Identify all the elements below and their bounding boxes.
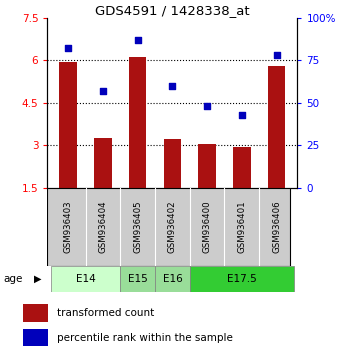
Bar [190, 266, 294, 292]
Point [170, 83, 175, 88]
Text: GSM936403: GSM936403 [64, 200, 73, 253]
Text: E14: E14 [76, 274, 95, 284]
Point [66, 45, 71, 51]
Text: GSM936400: GSM936400 [202, 200, 212, 253]
Text: transformed count: transformed count [57, 308, 154, 318]
Point [100, 88, 105, 93]
Bar [51, 266, 120, 292]
Text: ▶: ▶ [34, 274, 41, 284]
Bar [268, 66, 285, 188]
Text: percentile rank within the sample: percentile rank within the sample [57, 333, 233, 343]
Bar [59, 62, 77, 188]
Bar [198, 144, 216, 188]
Text: GSM936405: GSM936405 [133, 200, 142, 253]
Text: GSM936404: GSM936404 [98, 200, 107, 253]
Bar [94, 138, 112, 188]
Point [204, 103, 210, 109]
Bar [129, 57, 146, 188]
Title: GDS4591 / 1428338_at: GDS4591 / 1428338_at [95, 4, 250, 17]
Bar [23, 329, 48, 347]
Text: GSM936406: GSM936406 [272, 200, 281, 253]
Text: E17.5: E17.5 [227, 274, 257, 284]
Bar [155, 266, 190, 292]
Bar [233, 147, 250, 188]
Text: E15: E15 [128, 274, 147, 284]
Text: GSM936401: GSM936401 [237, 200, 246, 253]
Bar [120, 266, 155, 292]
Text: GSM936402: GSM936402 [168, 200, 177, 253]
Point [239, 112, 245, 118]
Bar [23, 304, 48, 322]
Point [274, 52, 279, 58]
Bar [164, 139, 181, 188]
Point [135, 37, 140, 42]
Text: E16: E16 [163, 274, 182, 284]
Text: age: age [3, 274, 23, 284]
